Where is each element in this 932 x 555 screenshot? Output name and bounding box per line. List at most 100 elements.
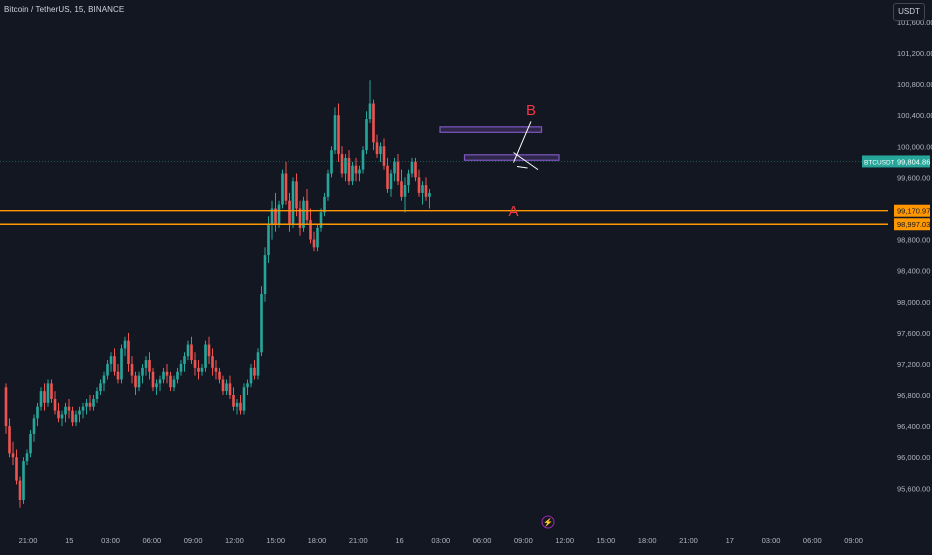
candle	[57, 402, 60, 423]
candle	[218, 367, 221, 384]
trend-line	[513, 152, 539, 171]
price-tick-label: 99,600.00	[897, 173, 930, 182]
time-axis[interactable]: 21:00 15 03:00 06:00 09:00 12:00 15:00 18:00 21:…	[19, 515, 863, 545]
candle	[309, 208, 312, 244]
candle-body	[295, 181, 298, 209]
candle-body	[403, 185, 407, 197]
candle	[141, 363, 144, 384]
candle-body	[200, 367, 204, 372]
candle	[333, 107, 337, 155]
lightning-icon	[541, 515, 555, 529]
candle-body	[214, 367, 218, 372]
candle	[302, 196, 305, 232]
candle	[225, 379, 228, 396]
candle-body	[333, 115, 337, 151]
candle-body	[11, 453, 15, 458]
candle-body	[354, 165, 358, 174]
candle	[323, 192, 326, 217]
candle-body	[225, 383, 228, 392]
candle-body	[193, 360, 197, 368]
candle	[239, 395, 242, 415]
candle	[134, 371, 137, 396]
candle-body	[211, 356, 214, 368]
candle-body	[424, 185, 428, 197]
candle-body	[375, 142, 379, 155]
candle-body	[78, 410, 81, 415]
candle	[106, 360, 109, 380]
candle	[78, 406, 81, 423]
candle-body	[235, 402, 239, 407]
candle-body	[309, 220, 312, 240]
candle-body	[46, 383, 50, 403]
candle-body	[18, 480, 22, 501]
trend-line	[513, 121, 532, 163]
candle-body	[428, 192, 431, 197]
candle-body	[396, 161, 400, 182]
candle	[8, 418, 11, 458]
candle-body	[298, 208, 302, 228]
candle	[186, 340, 190, 361]
candle	[15, 449, 18, 485]
candle	[263, 247, 267, 302]
candle-body	[407, 173, 410, 186]
candle-body	[99, 383, 102, 392]
last-price-badge	[894, 155, 930, 168]
candle	[330, 146, 333, 178]
candle-body	[372, 103, 375, 143]
candle	[18, 476, 22, 508]
candle	[200, 363, 204, 376]
time-tick-label: 15	[65, 536, 73, 545]
candle	[81, 402, 85, 419]
price-axis[interactable]: 101,600.00 101,200.00 100,800.00 100,400.00…	[862, 18, 932, 493]
candle-body	[291, 181, 295, 225]
time-tick-label: 21:00	[19, 536, 38, 545]
candle	[25, 449, 29, 466]
candle	[190, 336, 193, 364]
candle	[53, 391, 57, 415]
candle-body	[263, 255, 267, 294]
candle-body	[284, 173, 288, 201]
candle-body	[25, 453, 29, 462]
candle	[113, 348, 116, 376]
candle	[414, 157, 417, 182]
price-tick-label: 95,600.00	[897, 484, 930, 493]
time-tick-label: 06:00	[142, 536, 161, 545]
candle	[29, 430, 32, 458]
candle-body	[123, 340, 127, 349]
price-tick-label: 98,400.00	[897, 267, 930, 276]
candle-body	[88, 402, 92, 407]
candle	[4, 383, 8, 434]
candle	[396, 154, 400, 186]
currency-button[interactable]: USDT	[893, 3, 925, 21]
candle-body	[242, 387, 246, 411]
candle-body	[256, 352, 260, 376]
candle	[298, 200, 302, 236]
candle-body	[277, 204, 281, 225]
candle	[305, 189, 309, 225]
candle	[221, 375, 225, 396]
candle	[365, 111, 368, 155]
price-tick-label: 97,600.00	[897, 329, 930, 338]
time-tick-label: 03:00	[762, 536, 781, 545]
candle	[421, 181, 424, 205]
candle	[74, 410, 78, 427]
candle-body	[74, 414, 78, 423]
candle-body	[228, 383, 232, 396]
candle-body	[155, 383, 158, 388]
candle-body	[361, 150, 365, 170]
candle-body	[29, 433, 32, 454]
candle-body	[319, 212, 323, 228]
candle-body	[172, 379, 176, 388]
candle-body	[92, 398, 95, 407]
time-tick-label: 16	[395, 536, 403, 545]
candle	[386, 157, 389, 193]
candle-body	[151, 371, 155, 388]
time-tick-label: 06:00	[473, 536, 492, 545]
candle	[344, 154, 347, 182]
time-tick-label: 15:00	[266, 536, 285, 545]
candle-body	[113, 356, 116, 372]
candle	[389, 169, 393, 197]
candle	[340, 146, 344, 178]
